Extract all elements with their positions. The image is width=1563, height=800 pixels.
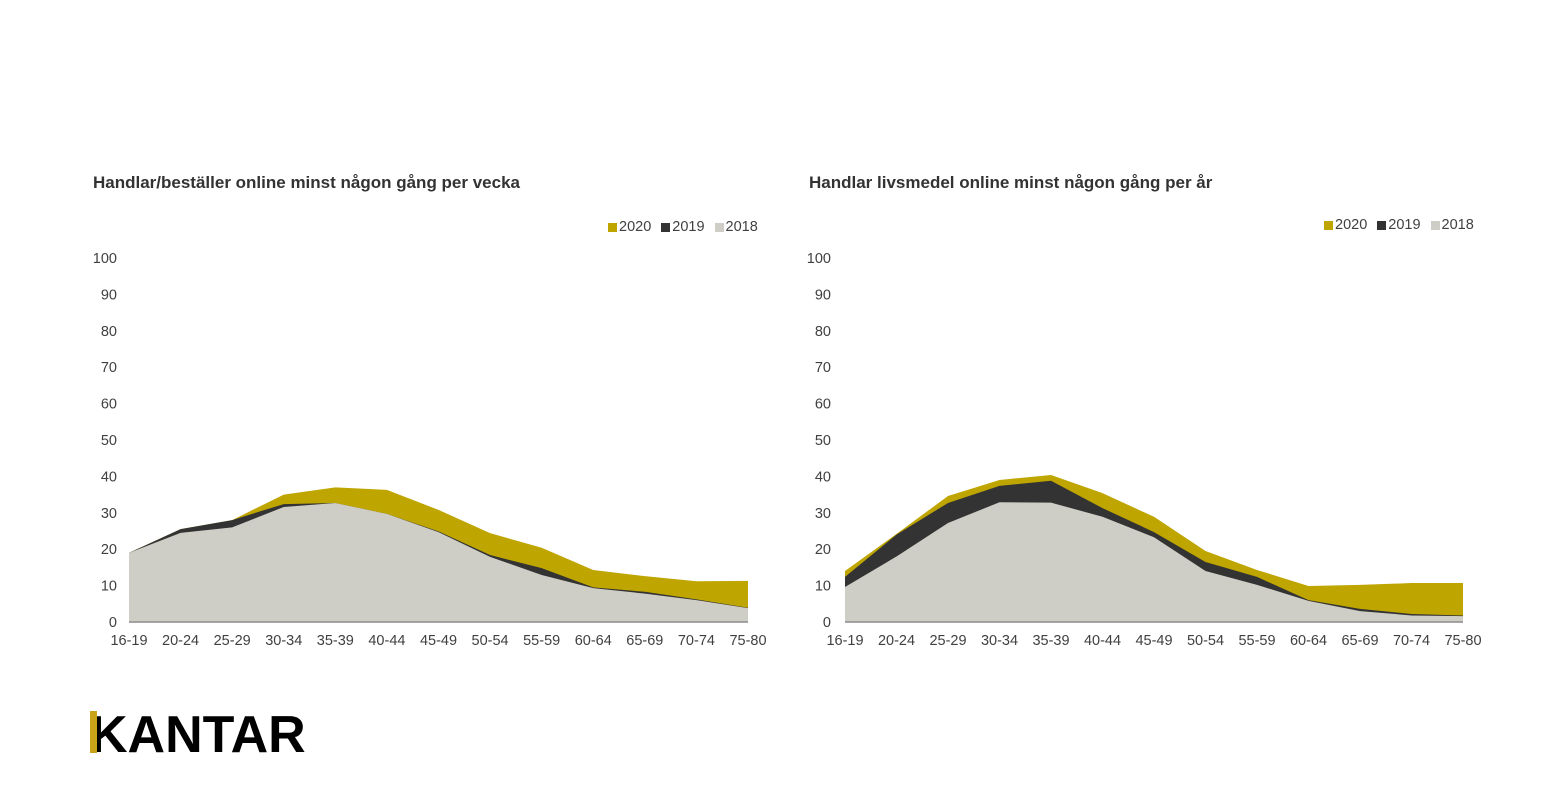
legend-label-2020: 2020 [1335,217,1368,233]
x-tick-label: 20-24 [162,633,199,649]
x-tick-label: 16-19 [110,633,147,649]
y-tick-label: 10 [101,579,117,595]
x-tick-label: 30-34 [265,633,302,649]
x-tick-label: 45-49 [1135,633,1172,649]
legend-item-2018: 2018 [1430,217,1474,233]
y-tick-label: 20 [101,542,117,558]
legend-label-2018: 2018 [1441,217,1474,233]
y-tick-label: 30 [101,506,117,522]
x-tick-label: 65-69 [1341,633,1378,649]
y-tick-label: 70 [815,360,831,376]
x-tick-label: 16-19 [826,633,863,649]
y-tick-label: 100 [807,251,831,267]
x-tick-label: 50-54 [1187,633,1224,649]
x-tick-label: 30-34 [981,633,1018,649]
x-tick-label: 75-80 [1444,633,1481,649]
legend-item-2019: 2019 [1377,217,1421,233]
legend-label-2019: 2019 [672,219,705,235]
legend-item-2019: 2019 [661,219,705,235]
x-tick-label: 20-24 [878,633,915,649]
legend-swatch-2018 [714,222,724,232]
y-tick-label: 0 [823,615,831,631]
y-tick-label: 0 [109,615,117,631]
x-tick-label: 50-54 [472,633,509,649]
kantar-logo-accent [90,711,97,753]
y-tick-label: 90 [815,287,831,303]
y-tick-label: 10 [815,579,831,595]
chart-title-grocery-online: Handlar livsmedel online minst någon gån… [809,173,1213,192]
y-tick-label: 40 [815,469,831,485]
legend-label-2020: 2020 [619,219,652,235]
legend-chart-1: 2020 2019 2018 [608,219,758,235]
y-tick-label: 60 [101,397,117,413]
x-tick-label: 25-29 [214,633,251,649]
x-tick-label: 60-64 [575,633,612,649]
y-tick-label: 20 [815,542,831,558]
legend-swatch-2018 [1430,220,1440,230]
x-tick-label: 55-59 [1238,633,1275,649]
kantar-logo: KANTAR [90,706,306,764]
legend-label-2018: 2018 [725,219,758,235]
x-tick-label: 70-74 [678,633,715,649]
y-tick-label: 80 [815,324,831,340]
y-tick-label: 50 [815,433,831,449]
x-tick-label: 75-80 [729,633,766,649]
legend-item-2020: 2020 [608,219,651,235]
x-tick-label: 35-39 [317,633,354,649]
y-tick-label: 100 [93,251,117,267]
x-tick-label: 45-49 [420,633,457,649]
x-tick-label: 40-44 [1084,633,1121,649]
legend-label-2019: 2019 [1388,217,1421,233]
x-tick-label: 25-29 [929,633,966,649]
x-tick-label: 40-44 [368,633,405,649]
x-tick-label: 70-74 [1393,633,1430,649]
legend-item-2020: 2020 [1324,217,1367,233]
x-tick-label: 60-64 [1290,633,1327,649]
legend-swatch-2020 [1324,220,1333,230]
area-series-2018 [129,502,748,622]
y-tick-label: 50 [101,433,117,449]
legend-chart-2: 2020 2019 2018 [1324,217,1474,233]
x-tick-label: 55-59 [523,633,560,649]
y-tick-label: 40 [101,469,117,485]
legend-swatch-2019 [661,222,671,232]
y-tick-label: 70 [101,360,117,376]
y-tick-label: 30 [815,506,831,522]
area-series-2018 [845,502,1463,622]
legend-item-2018: 2018 [714,219,758,235]
legend-swatch-2020 [608,222,617,232]
y-tick-label: 80 [101,324,117,340]
chart-title-weekly-online: Handlar/beställer online minst någon gån… [93,173,521,192]
y-tick-label: 90 [101,287,117,303]
legend-swatch-2019 [1377,220,1387,230]
x-tick-label: 35-39 [1032,633,1069,649]
y-tick-label: 60 [815,397,831,413]
x-tick-label: 65-69 [626,633,663,649]
